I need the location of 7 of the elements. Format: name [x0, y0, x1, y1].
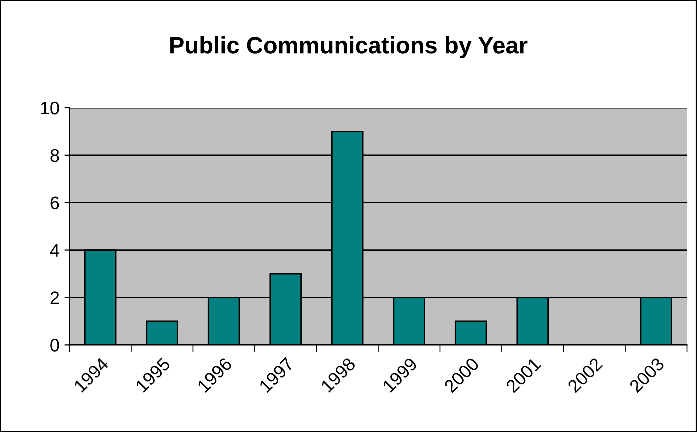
y-tick-label: 10	[41, 102, 60, 115]
y-tick-label: 0	[50, 339, 60, 352]
y-tick-label: 4	[50, 244, 60, 257]
y-tick-label: 2	[50, 292, 60, 304]
chart-title: Public Communications by Year	[170, 36, 528, 59]
y-tick-label: 8	[50, 149, 60, 162]
y-tick-label: 6	[50, 196, 60, 210]
